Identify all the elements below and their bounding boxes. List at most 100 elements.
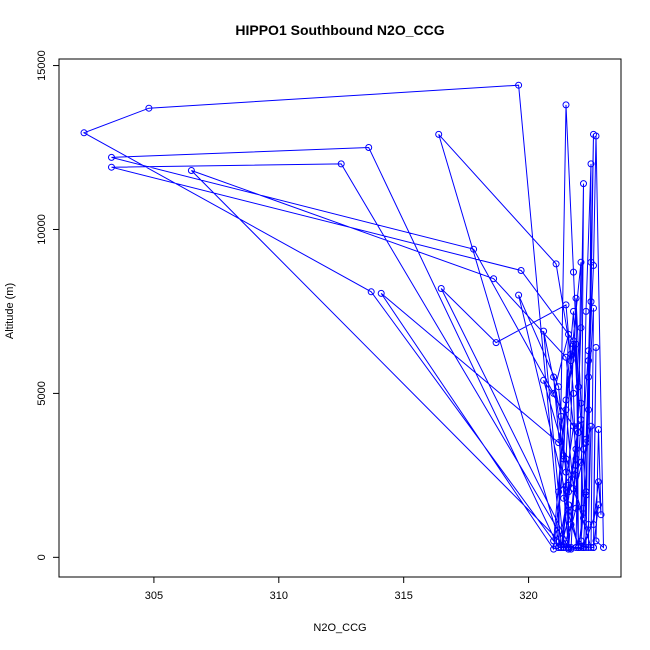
data-point xyxy=(562,301,570,309)
data-point xyxy=(570,485,577,492)
data-point xyxy=(592,344,600,351)
data-point xyxy=(580,504,587,512)
data-point xyxy=(515,291,523,299)
data-point xyxy=(540,376,548,384)
data-point xyxy=(567,521,575,528)
y-tick-label: 5000 xyxy=(36,381,48,405)
data-point xyxy=(600,544,607,551)
data-point xyxy=(582,544,590,551)
data-point xyxy=(572,471,580,479)
plot-frame xyxy=(58,58,622,578)
data-point xyxy=(555,488,563,496)
data-point xyxy=(580,544,587,551)
data-point xyxy=(585,406,592,414)
data-point xyxy=(562,544,570,551)
data-point xyxy=(570,389,577,397)
data-point xyxy=(560,452,568,460)
data-point xyxy=(560,544,568,551)
data-point xyxy=(590,544,597,551)
data-point xyxy=(582,491,590,499)
data-point xyxy=(367,288,375,296)
data-point xyxy=(570,307,577,315)
x-tick-label: 315 xyxy=(395,590,413,602)
data-point xyxy=(580,180,587,188)
data-point xyxy=(560,455,568,463)
data-point xyxy=(590,521,597,528)
data-point xyxy=(592,132,600,140)
data-point xyxy=(552,260,560,268)
data-point xyxy=(575,383,582,391)
data-point xyxy=(587,422,595,430)
data-point xyxy=(577,416,585,424)
series-line xyxy=(82,84,605,552)
data-point xyxy=(572,294,580,302)
data-point xyxy=(515,81,523,89)
data-point xyxy=(590,262,597,269)
x-tick-label: 310 xyxy=(270,590,288,602)
x-axis-label: N2O_CCG xyxy=(313,622,366,634)
data-point xyxy=(575,544,582,551)
data-point xyxy=(570,268,577,276)
data-point xyxy=(575,429,582,437)
data-point xyxy=(572,544,580,551)
y-tick-label: 15000 xyxy=(36,50,48,81)
data-point xyxy=(580,514,587,522)
data-point xyxy=(585,544,592,551)
data-point xyxy=(517,267,525,274)
data-point xyxy=(582,488,590,496)
data-point xyxy=(595,501,602,509)
data-point xyxy=(582,307,590,315)
data-point xyxy=(108,153,115,161)
data-point xyxy=(570,340,577,348)
y-tick-label: 10000 xyxy=(36,214,48,245)
data-point xyxy=(540,327,548,335)
data-point xyxy=(577,258,585,266)
data-point xyxy=(108,163,115,171)
data-point xyxy=(377,289,385,297)
data-point xyxy=(562,396,570,404)
data-point xyxy=(565,481,572,489)
y-axis: 0 5000 10000 15000 xyxy=(36,50,59,560)
data-point xyxy=(565,330,572,338)
data-point xyxy=(592,537,600,545)
y-tick-label: 0 xyxy=(36,554,48,560)
data-point xyxy=(562,406,570,414)
data-point xyxy=(597,511,605,519)
data-point xyxy=(585,347,592,355)
data-point xyxy=(587,160,595,168)
data-point xyxy=(550,373,558,381)
data-point xyxy=(552,542,560,550)
data-point xyxy=(590,304,597,312)
data-point xyxy=(570,337,577,345)
data-point xyxy=(365,144,373,151)
data-point xyxy=(560,494,568,502)
x-tick-label: 320 xyxy=(519,590,537,602)
y-axis-label: Altitude (m) xyxy=(4,283,16,339)
data-point xyxy=(437,285,445,292)
data-point xyxy=(555,383,563,391)
data-point xyxy=(587,544,595,551)
data-point xyxy=(572,504,580,512)
x-tick-label: 305 xyxy=(145,590,163,602)
data-point xyxy=(187,167,195,174)
data-point xyxy=(557,544,565,551)
data-point xyxy=(145,104,153,112)
data-point xyxy=(562,353,570,361)
data-point xyxy=(585,357,592,365)
data-point xyxy=(490,275,498,283)
data-point xyxy=(562,101,570,109)
data-point xyxy=(565,501,572,509)
data-point xyxy=(582,435,590,443)
data-point xyxy=(585,521,592,528)
data-point xyxy=(337,160,345,168)
plot-area xyxy=(80,81,607,553)
data-point xyxy=(582,439,590,447)
data-point xyxy=(80,129,88,137)
chart-title: HIPPO1 Southbound N2O_CCG xyxy=(235,22,444,38)
data-point xyxy=(577,458,585,466)
data-point xyxy=(570,422,577,430)
x-axis: 305 310 315 320 xyxy=(145,577,538,602)
data-point xyxy=(557,412,565,420)
data-point xyxy=(567,357,575,365)
